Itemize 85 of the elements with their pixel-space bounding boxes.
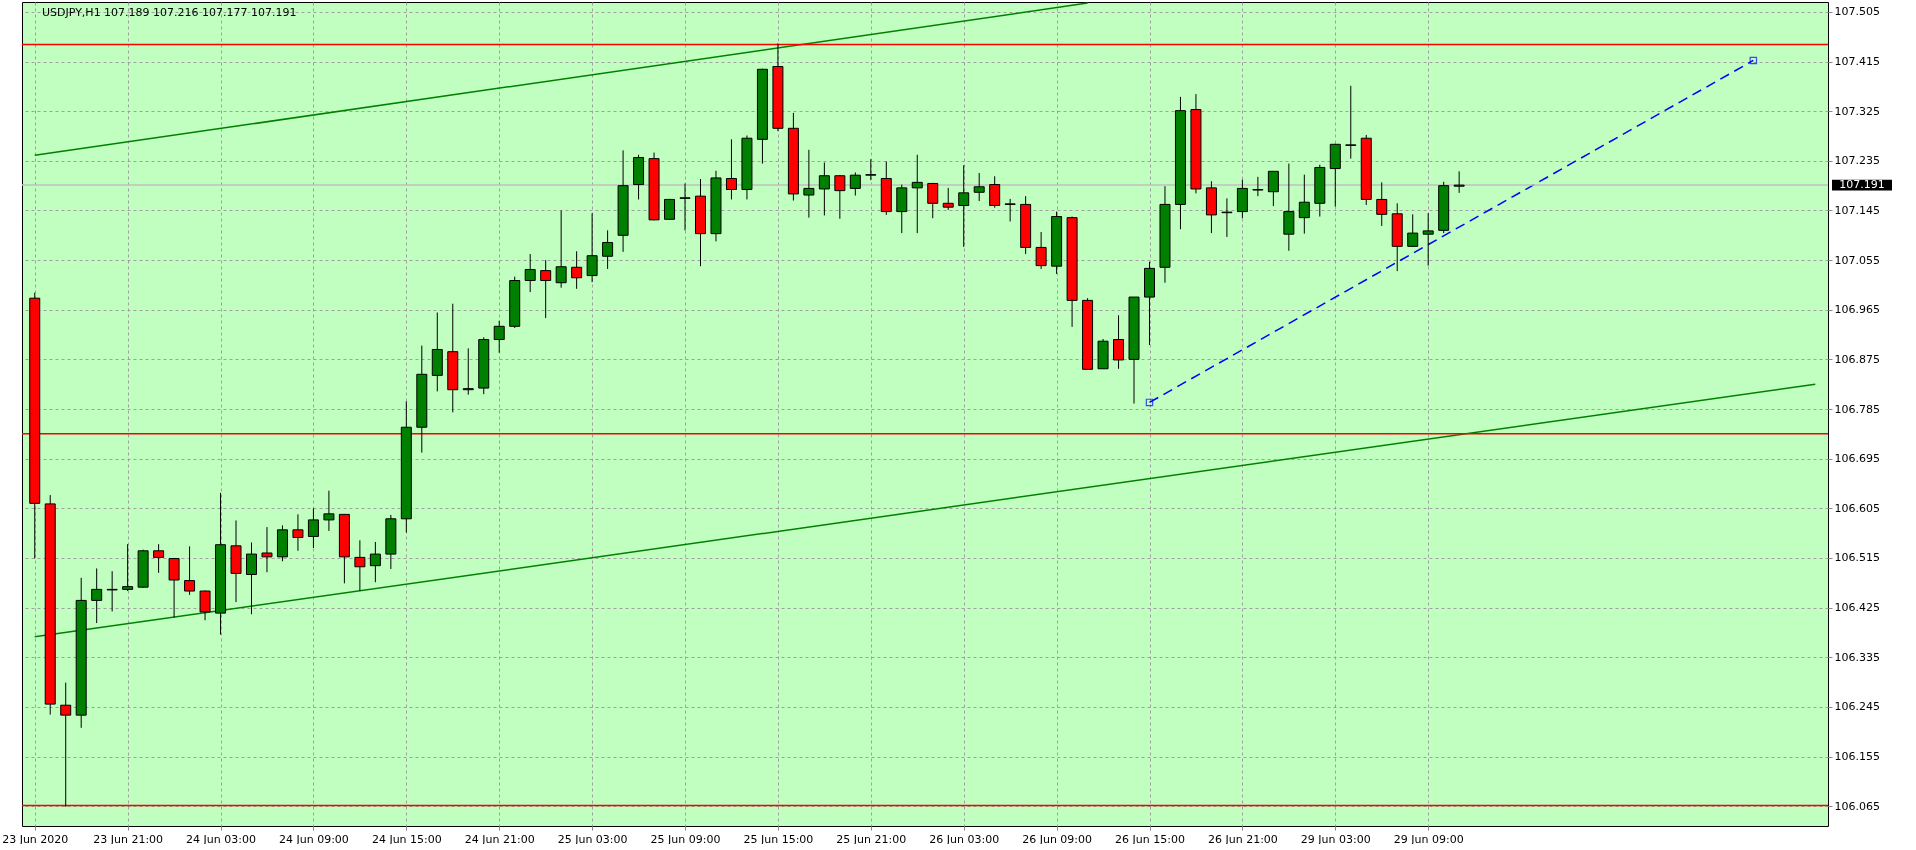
candlestick <box>602 229 614 270</box>
y-tick-label: 106.245 <box>1834 700 1880 714</box>
candlestick <box>1267 170 1279 207</box>
candlestick <box>679 182 691 231</box>
x-tick-label: 25 Jun 03:00 <box>557 832 628 846</box>
candlestick <box>122 543 134 592</box>
candlestick <box>540 259 552 319</box>
x-tick-label: 26 Jun 15:00 <box>1115 832 1185 846</box>
x-tick-label: 26 Jun 21:00 <box>1207 832 1278 846</box>
candlestick <box>865 158 877 181</box>
x-tick-label: 29 Jun 09:00 <box>1393 832 1464 846</box>
x-tick-label: 24 Jun 09:00 <box>278 832 349 846</box>
candlestick <box>571 250 583 290</box>
x-tick-label: 24 Jun 03:00 <box>186 832 256 846</box>
candlestick <box>354 539 366 592</box>
candlestick <box>292 513 304 552</box>
candlestick <box>1252 176 1264 197</box>
candlestick <box>1345 85 1357 160</box>
x-tick-label: 25 Jun 09:00 <box>650 832 721 846</box>
candlestick <box>462 347 474 396</box>
candlestick <box>803 149 815 219</box>
y-tick-label: 106.605 <box>1834 501 1880 515</box>
y-tick-label: 106.155 <box>1834 750 1880 764</box>
candlestick <box>106 570 118 612</box>
candlestick <box>493 320 505 354</box>
x-tick-label: 24 Jun 15:00 <box>371 832 442 846</box>
y-tick-label: 106.695 <box>1834 452 1880 466</box>
candlestick <box>927 182 939 219</box>
ref-line-label: 107.191 <box>1839 178 1885 192</box>
candlestick <box>911 154 923 234</box>
candlestick <box>1035 231 1047 270</box>
y-tick-label: 107.415 <box>1834 55 1880 69</box>
x-tick-label: 26 Jun 09:00 <box>1022 832 1093 846</box>
y-tick-label: 107.235 <box>1834 154 1880 168</box>
y-tick-label: 107.145 <box>1834 203 1880 217</box>
y-tick-label: 106.425 <box>1834 601 1880 615</box>
candlestick <box>524 253 536 293</box>
chart-title: USDJPY,H1 107.189 107.216 107.177 107.191 <box>42 6 297 19</box>
candlestick <box>1221 197 1233 238</box>
candlestick <box>834 174 846 220</box>
candlestick <box>989 175 1001 209</box>
x-tick-label: 23 Jun 21:00 <box>93 832 164 846</box>
candlestick <box>818 162 830 216</box>
y-tick-label: 106.335 <box>1834 650 1880 664</box>
candlestick <box>725 138 737 200</box>
y-tick-label: 107.505 <box>1834 5 1880 19</box>
x-tick-label: 25 Jun 21:00 <box>836 832 907 846</box>
y-tick-label: 106.515 <box>1834 551 1880 565</box>
candlestick <box>307 507 319 549</box>
candlestick <box>261 526 273 573</box>
candlestick <box>1453 170 1465 194</box>
candlestick <box>1283 163 1295 252</box>
candlestick <box>1298 174 1310 235</box>
candlestick <box>323 490 335 532</box>
x-tick-label: 29 Jun 03:00 <box>1300 832 1371 846</box>
candlestick <box>1376 181 1388 227</box>
candlestick <box>849 171 861 197</box>
x-tick-label: 25 Jun 15:00 <box>743 832 814 846</box>
y-tick-label: 107.055 <box>1834 253 1880 267</box>
candlestick <box>1407 213 1419 248</box>
y-tick-label: 106.785 <box>1834 402 1880 416</box>
candlestick <box>1236 179 1248 219</box>
candlestick <box>1004 198 1016 223</box>
candlestick <box>369 541 381 583</box>
x-tick-label: 24 Jun 21:00 <box>464 832 535 846</box>
candlestick <box>1113 314 1125 370</box>
candlestick <box>184 545 196 596</box>
y-tick-label: 106.065 <box>1834 799 1880 813</box>
candlestick <box>168 557 180 619</box>
candlestick <box>958 164 970 248</box>
x-tick-label: 26 Jun 03:00 <box>929 832 1000 846</box>
candlestick <box>942 187 954 211</box>
candlestick <box>1422 212 1434 267</box>
candlestick <box>199 589 211 621</box>
y-tick-label: 106.875 <box>1834 352 1880 366</box>
x-tick-label: 23 Jun 2020 <box>2 832 69 846</box>
candlestick <box>91 567 103 624</box>
candlestick <box>586 212 598 283</box>
candlestick <box>153 543 165 574</box>
candlestick <box>246 542 257 615</box>
candlestick <box>973 172 985 202</box>
y-tick-label: 107.325 <box>1834 104 1880 118</box>
y-tick-label: 106.965 <box>1834 303 1880 317</box>
candlestick <box>555 209 567 289</box>
candlestick <box>896 184 908 234</box>
